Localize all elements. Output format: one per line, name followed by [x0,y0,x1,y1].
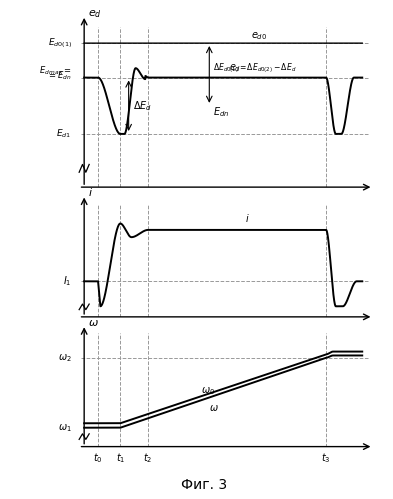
Text: $=E_{dn}$: $=E_{dn}$ [47,70,72,82]
Text: $E_{d\,max}=$: $E_{d\,max}=$ [39,64,72,77]
Text: $\omega_1$: $\omega_1$ [58,422,72,434]
Text: $i$: $i$ [88,186,94,198]
Text: $\Delta E_{d0(1)}=\Delta E_{d0(2)}-\Delta E_d$: $\Delta E_{d0(1)}=\Delta E_{d0(2)}-\Delt… [213,61,297,75]
Text: $t_2$: $t_2$ [143,451,153,465]
Text: $i$: $i$ [246,212,250,224]
Text: $E_{dn}$: $E_{dn}$ [213,105,230,119]
Text: $E_{d1}$: $E_{d1}$ [57,128,72,140]
Text: $t_3$: $t_3$ [321,451,331,465]
Text: $\omega_2$: $\omega_2$ [58,352,72,364]
Text: $e_d$: $e_d$ [88,8,102,19]
Text: $\omega_0$: $\omega_0$ [201,386,215,398]
Text: $I_1$: $I_1$ [63,274,72,288]
Text: Фиг. 3: Фиг. 3 [181,478,228,492]
Text: $\omega$: $\omega$ [209,403,219,413]
Text: $\Delta E_d$: $\Delta E_d$ [133,99,152,113]
Text: $E_{d0(1)}$: $E_{d0(1)}$ [48,36,72,50]
Text: $e_{d0}$: $e_{d0}$ [251,30,267,42]
Text: $\omega$: $\omega$ [88,318,99,328]
Text: $e_d$: $e_d$ [229,62,241,73]
Text: $t_0$: $t_0$ [93,451,103,465]
Text: $t_1$: $t_1$ [116,451,125,465]
